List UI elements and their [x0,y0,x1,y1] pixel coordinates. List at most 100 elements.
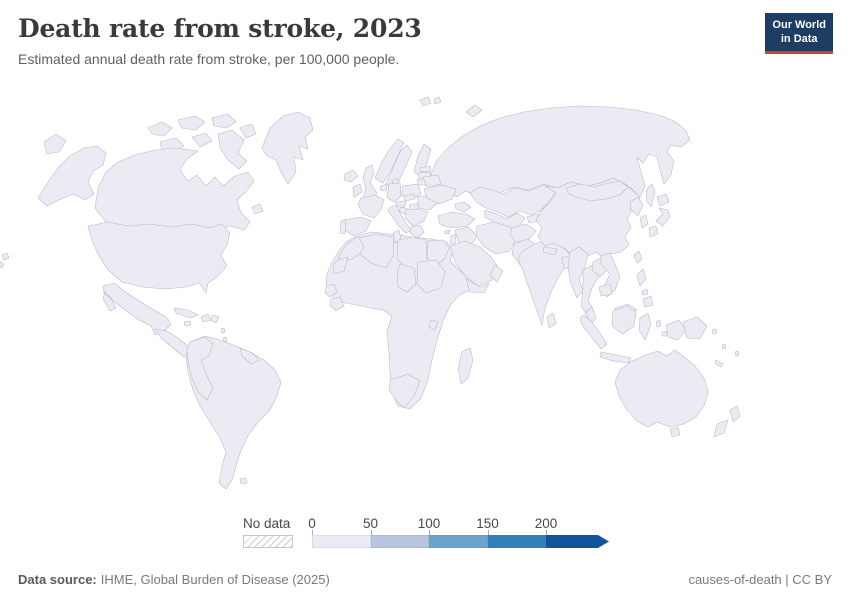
country-novaya-zemlya[interactable] [465,104,483,118]
country-mexico[interactable] [102,282,172,336]
country-indonesia-sumatra[interactable] [579,314,608,350]
country-china[interactable] [535,177,641,259]
country-senegal[interactable] [324,283,338,298]
continent-north-america [0,111,314,358]
country-dominican-republic[interactable] [210,314,220,324]
country-australia[interactable] [614,349,709,428]
country-serbia-bulgaria-balkans[interactable] [404,208,429,227]
country-hungary[interactable] [408,202,420,211]
country-estonia[interactable] [419,165,432,173]
legend-no-data: No data [243,516,293,548]
country-germany[interactable] [386,182,402,203]
country-france[interactable] [357,194,385,219]
country-japan-honshu[interactable] [655,207,671,227]
footer-link[interactable]: causes-of-death | CC BY [688,572,832,587]
country-colombia-peru-ecuador[interactable] [186,336,214,401]
country-indonesia-java[interactable] [599,351,632,364]
country-guinea[interactable] [329,296,345,312]
country-papua-new-guinea[interactable] [682,316,708,340]
country-oman[interactable] [489,264,504,283]
country-india[interactable] [517,239,571,326]
legend-tick-150: 150 [476,516,499,531]
owid-logo-line1: Our World [772,19,826,31]
country-algeria[interactable] [358,233,395,269]
country-uganda-rwanda[interactable] [428,319,439,331]
continent-europe [339,138,457,247]
country-indonesia-maluku[interactable] [655,319,668,337]
legend-tick-50: 50 [362,516,379,531]
country-indonesia-kalimantan[interactable] [611,305,637,335]
country-sudan[interactable] [416,259,446,294]
country-north-korea[interactable] [629,196,644,217]
country-japan-kyushu[interactable] [648,225,659,238]
country-jamaica[interactable] [183,320,192,327]
country-cyprus[interactable] [443,229,451,235]
country-nepal[interactable] [542,246,558,256]
country-newfoundland[interactable] [251,203,264,215]
country-turkey[interactable] [437,211,476,229]
country-cuba[interactable] [173,307,199,319]
country-sri-lanka[interactable] [546,312,557,329]
country-kazakhstan[interactable] [469,184,557,218]
country-uzbekistan-turkmenistan[interactable] [484,209,526,231]
country-russia[interactable] [430,105,691,199]
country-tasmania[interactable] [669,426,681,438]
country-iran[interactable] [475,221,518,255]
country-falkland-islands[interactable] [239,477,248,485]
country-syria-iraq[interactable] [454,226,478,247]
country-caucasus[interactable] [454,201,472,213]
country-fiji[interactable] [734,350,740,357]
country-taiwan[interactable] [633,250,643,264]
country-western-sahara[interactable] [332,256,349,275]
no-data-swatch [243,535,293,548]
country-indonesia-sulawesi[interactable] [638,312,652,341]
country-norway[interactable] [374,138,405,184]
country-alaska[interactable] [37,145,107,207]
country-hawaii[interactable] [0,252,10,269]
country-mongolia[interactable] [565,180,629,202]
country-new-caledonia[interactable] [714,359,724,368]
country-south-korea[interactable] [639,214,649,229]
country-iceland[interactable] [343,169,359,183]
country-philippines-visayas[interactable] [641,288,649,296]
country-south-africa[interactable] [388,373,421,409]
country-czechia-slovakia[interactable] [403,193,416,202]
country-belarus[interactable] [422,174,442,188]
country-philippines-mindanao[interactable] [642,295,654,308]
country-myanmar[interactable] [567,246,589,299]
country-ukraine[interactable] [423,184,457,205]
owid-logo[interactable]: Our World in Data [765,13,833,54]
country-madagascar[interactable] [457,347,474,385]
country-svalbard[interactable] [419,96,442,107]
country-sakhalin[interactable] [645,183,656,208]
country-yemen[interactable] [465,278,490,294]
country-benelux[interactable] [379,183,388,192]
country-greece[interactable] [409,224,425,239]
legend-color-scale[interactable]: 0 50 100 150 200 [308,516,609,548]
legend-band-100-150 [429,535,488,548]
legend-color-bar [312,535,609,548]
country-cambodia[interactable] [598,283,613,297]
country-vanuatu[interactable] [721,343,727,350]
country-philippines-luzon[interactable] [636,268,647,287]
legend-band-150-200 [487,535,546,548]
country-united-states[interactable] [87,221,231,294]
data-source-label: Data source: [18,572,97,587]
country-indonesia-papua[interactable] [665,319,687,341]
legend-band-200-plus-arrow [546,535,609,548]
country-new-zealand[interactable] [713,405,741,438]
country-croatia[interactable] [398,206,409,215]
country-greenland[interactable] [261,111,314,185]
country-japan-hokkaido[interactable] [656,193,670,207]
country-ireland[interactable] [352,183,363,198]
country-chukotka-russia[interactable] [43,133,67,155]
country-switzerland-austria[interactable] [395,200,407,208]
country-guyanas[interactable] [239,347,260,365]
country-italy[interactable] [387,204,412,234]
country-central-america[interactable] [154,328,193,358]
country-haiti[interactable] [200,313,212,323]
country-portugal[interactable] [339,218,347,235]
country-chad[interactable] [396,263,417,293]
country-solomon-islands[interactable] [711,328,718,335]
